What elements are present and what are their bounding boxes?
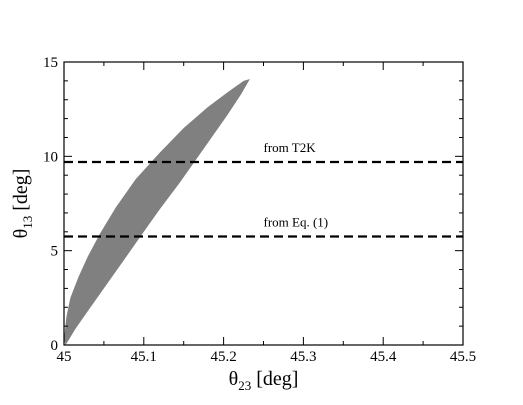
x-tick-label: 45.5: [450, 349, 476, 365]
x-tick-label: 45.2: [210, 349, 236, 365]
hline-label-1: from Eq. (1): [264, 215, 329, 230]
plot-area: [64, 79, 463, 345]
x-axis-unit: [deg]: [251, 368, 298, 390]
hline-label-0: from T2K: [264, 140, 317, 155]
y-axis-unit: [deg]: [10, 169, 32, 216]
x-axis-title: θ23 [deg]: [229, 368, 299, 393]
labels: from T2K from Eq. (1) 45 45.1 45.2 45.3 45.4 45…: [10, 55, 476, 393]
x-tick-label: 45.1: [131, 349, 157, 365]
x-tick-label: 45.3: [290, 349, 316, 365]
y-tick-label: 0: [51, 338, 59, 354]
x-axis-symbol: θ: [229, 368, 239, 390]
allowed-region: [64, 79, 250, 345]
y-tick-label: 10: [43, 149, 58, 165]
ticks: [63, 61, 464, 346]
y-axis-subscript: 13: [20, 216, 35, 229]
y-axis-title: θ13 [deg]: [10, 169, 35, 239]
y-axis-symbol: θ: [10, 229, 32, 239]
x-tick-label: 45: [57, 349, 72, 365]
y-tick-label: 5: [51, 244, 59, 260]
x-tick-label: 45.4: [370, 349, 397, 365]
x-axis-subscript: 23: [238, 378, 251, 393]
y-tick-label: 15: [43, 55, 58, 71]
